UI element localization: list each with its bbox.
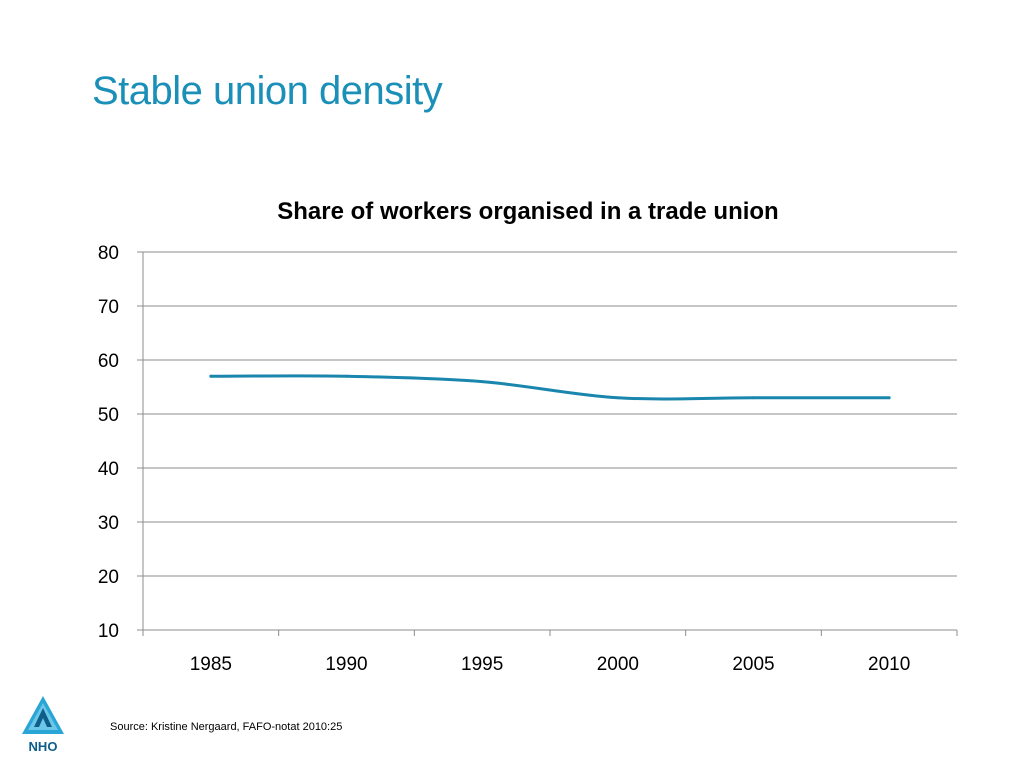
y-tick-label: 10 (98, 621, 119, 642)
data-point (616, 396, 620, 400)
slide-title: Stable union density (92, 69, 443, 113)
series-line (209, 374, 891, 401)
source-note: Source: Kristine Nergaard, FAFO-notat 20… (110, 721, 343, 733)
y-tick-label: 80 (98, 243, 119, 264)
data-point (345, 374, 348, 378)
logo-text: NHO (29, 739, 58, 754)
x-tick-label: 2005 (732, 654, 774, 675)
series-layer (209, 374, 891, 401)
gridlines (143, 251, 957, 631)
y-tick-label: 30 (98, 513, 119, 534)
x-tick-label: 2010 (868, 654, 910, 675)
x-tick-label: 1985 (190, 654, 232, 675)
x-tick-label: 2000 (597, 654, 639, 675)
line-chart: Share of workers organised in a trade un… (98, 198, 958, 675)
y-tick-label: 70 (98, 297, 119, 318)
data-point (209, 374, 213, 378)
y-tick-label: 60 (98, 351, 119, 372)
x-tick-label: 1995 (461, 654, 503, 675)
data-point (480, 380, 484, 383)
data-point (887, 396, 891, 400)
nho-logo-icon: NHO (22, 696, 64, 754)
chart-title: Share of workers organised in a trade un… (277, 198, 778, 225)
y-tick-label: 50 (98, 405, 119, 426)
data-point (752, 396, 755, 400)
axes: 10 20 30 40 50 60 70 80 1985 1990 1995 2000 2005 2010 (98, 243, 958, 675)
y-tick-label: 20 (98, 567, 119, 588)
y-tick-label: 40 (98, 459, 119, 480)
x-tick-label: 1990 (325, 654, 367, 675)
